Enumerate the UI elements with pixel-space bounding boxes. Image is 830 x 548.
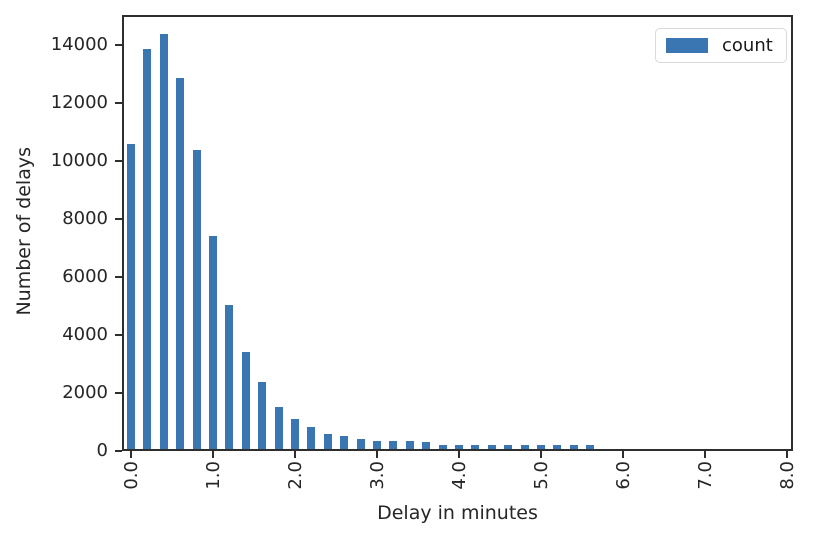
- bar: [258, 382, 267, 449]
- bar: [455, 445, 463, 449]
- bar: [159, 34, 168, 449]
- bar: [340, 436, 349, 449]
- x-tick-mark: [294, 451, 296, 458]
- x-tick-label-text: 8.0: [776, 461, 798, 490]
- bar: [405, 441, 414, 449]
- y-tick-label: 4000: [62, 324, 108, 345]
- x-tick-label-text: 3.0: [366, 461, 388, 490]
- plot-area: [122, 15, 793, 451]
- y-tick-mark: [115, 160, 122, 162]
- bar: [569, 445, 578, 449]
- bar: [586, 445, 595, 449]
- y-tick-label: 0: [96, 440, 108, 461]
- bar: [225, 305, 234, 449]
- bar: [537, 445, 545, 449]
- y-axis-label: Number of delays: [13, 147, 35, 316]
- y-tick-mark: [115, 276, 122, 278]
- x-tick-mark: [622, 451, 624, 458]
- bar: [307, 427, 316, 449]
- x-tick-mark: [130, 451, 132, 458]
- x-tick-mark: [212, 451, 214, 458]
- bar: [553, 445, 562, 449]
- bar: [291, 419, 299, 449]
- x-tick-mark: [704, 451, 706, 458]
- y-tick-label: 12000: [50, 92, 108, 113]
- x-tick-label-text: 7.0: [694, 461, 716, 490]
- y-tick-mark: [115, 102, 122, 104]
- x-tick-mark: [458, 451, 460, 458]
- y-tick-label: 2000: [62, 382, 108, 403]
- bar: [471, 445, 480, 449]
- bar: [422, 442, 431, 449]
- bar: [127, 144, 135, 449]
- bar: [356, 439, 365, 449]
- legend-label-count: count: [722, 35, 773, 56]
- y-tick-mark: [115, 334, 122, 336]
- y-tick-mark: [115, 44, 122, 46]
- y-tick-label: 14000: [50, 34, 108, 55]
- x-tick-label-text: 0.0: [120, 461, 142, 490]
- legend-swatch-count: [666, 38, 708, 53]
- bar: [192, 150, 201, 449]
- bar: [504, 445, 513, 449]
- y-tick-label: 8000: [62, 208, 108, 229]
- x-tick-label-text: 4.0: [448, 461, 470, 490]
- bar: [438, 445, 447, 449]
- x-tick-label-text: 5.0: [530, 461, 552, 490]
- legend: count: [655, 28, 787, 63]
- bar: [176, 78, 185, 449]
- x-axis-label: Delay in minutes: [377, 502, 538, 524]
- bar: [373, 441, 381, 449]
- bar: [520, 445, 529, 449]
- bar: [274, 407, 283, 449]
- bar: [389, 441, 398, 449]
- bar: [209, 236, 217, 449]
- y-tick-mark: [115, 392, 122, 394]
- y-tick-label: 10000: [50, 150, 108, 171]
- x-tick-label-text: 6.0: [612, 461, 634, 490]
- x-tick-mark: [376, 451, 378, 458]
- y-tick-label: 6000: [62, 266, 108, 287]
- bar: [241, 352, 250, 449]
- x-tick-mark: [540, 451, 542, 458]
- y-tick-mark: [115, 450, 122, 452]
- bar: [487, 445, 496, 449]
- x-tick-mark: [786, 451, 788, 458]
- x-tick-label-text: 2.0: [284, 461, 306, 490]
- y-tick-mark: [115, 218, 122, 220]
- x-tick-label-text: 1.0: [202, 461, 224, 490]
- bar: [323, 434, 332, 449]
- bar: [143, 49, 152, 449]
